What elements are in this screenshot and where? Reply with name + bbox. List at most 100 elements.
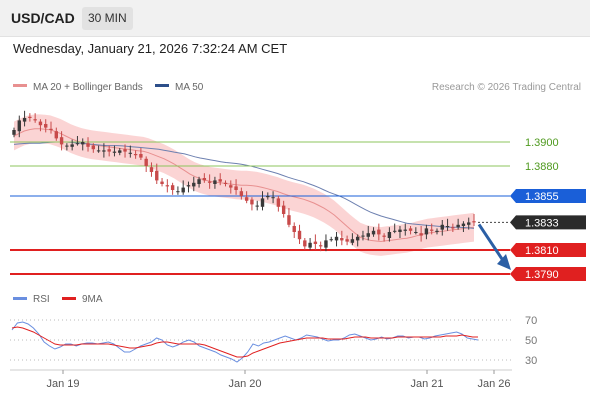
candle-body bbox=[239, 191, 244, 196]
copyright-label: Research © 2026 Trading Central bbox=[432, 82, 581, 93]
candle-body bbox=[229, 185, 233, 188]
candle-body bbox=[65, 145, 69, 147]
candle-body bbox=[149, 167, 154, 172]
candle-body bbox=[197, 179, 201, 184]
candle-body bbox=[472, 221, 476, 223]
candle-body bbox=[308, 242, 312, 248]
candle-body bbox=[155, 170, 159, 181]
candle-body bbox=[313, 241, 318, 244]
candle-body bbox=[86, 143, 90, 147]
candle-body bbox=[54, 131, 58, 139]
ma50-legend-swatch bbox=[155, 84, 169, 87]
rsi-legend: RSI 9MA bbox=[13, 294, 103, 305]
time-tick-label: Jan 21 bbox=[410, 378, 443, 390]
candle-body bbox=[75, 143, 80, 145]
ma9-legend-label: 9MA bbox=[82, 294, 103, 305]
rsi-legend-swatch bbox=[13, 297, 27, 300]
candle-body bbox=[355, 236, 360, 241]
level-label-1.3900: 1.3900 bbox=[525, 137, 559, 149]
candle-body bbox=[70, 144, 74, 147]
candle-body bbox=[81, 142, 85, 145]
candle-body bbox=[334, 236, 339, 241]
candle-body bbox=[255, 205, 259, 207]
candle-body bbox=[102, 150, 106, 152]
candle-body bbox=[303, 240, 307, 247]
candle-body bbox=[361, 235, 365, 237]
ma50-legend-label: MA 50 bbox=[175, 82, 204, 93]
candle-body bbox=[38, 121, 43, 126]
candle-body bbox=[467, 222, 471, 225]
candle-body bbox=[139, 154, 143, 158]
rsi-line bbox=[11, 321, 479, 363]
level-label-1.3880: 1.3880 bbox=[525, 161, 559, 173]
time-tick-label: Jan 20 bbox=[228, 378, 261, 390]
candle-body bbox=[287, 215, 291, 225]
candle-body bbox=[91, 145, 96, 150]
level-tag-1.3855 bbox=[510, 189, 586, 203]
candle-body bbox=[440, 224, 444, 230]
ma50-line bbox=[13, 141, 475, 229]
rsi-tick-label: 30 bbox=[525, 355, 537, 367]
moving-averages bbox=[13, 128, 475, 243]
currency-pair: USD/CAD bbox=[11, 10, 75, 26]
candle-body bbox=[123, 149, 127, 152]
candle-body bbox=[223, 182, 228, 184]
candle-body bbox=[112, 151, 117, 153]
level-label-1.3855: 1.3855 bbox=[525, 191, 559, 203]
candlesticks bbox=[12, 110, 476, 252]
candle-body bbox=[213, 180, 217, 184]
candle-body bbox=[403, 229, 407, 231]
candle-body bbox=[451, 227, 455, 229]
candle-body bbox=[318, 245, 323, 247]
candle-body bbox=[377, 229, 381, 235]
candle-body bbox=[350, 239, 355, 243]
candle-body bbox=[445, 226, 450, 227]
candle-body bbox=[345, 239, 349, 242]
rsi-tick-label: 70 bbox=[525, 315, 537, 327]
candle-body bbox=[12, 130, 16, 135]
candle-body bbox=[33, 119, 37, 121]
candle-body bbox=[234, 186, 238, 190]
candle-body bbox=[144, 158, 148, 166]
timeframe-button[interactable]: 30 MIN bbox=[82, 7, 133, 30]
chart-datetime: Wednesday, January 21, 2026 7:32:24 AM C… bbox=[13, 41, 288, 56]
level-label-1.3833: 1.3833 bbox=[525, 217, 559, 229]
candle-body bbox=[276, 198, 281, 207]
candle-body bbox=[324, 240, 328, 248]
candle-body bbox=[260, 198, 265, 207]
candle-body bbox=[414, 232, 418, 233]
level-label-1.3790: 1.3790 bbox=[525, 269, 559, 281]
candle-body bbox=[392, 230, 397, 232]
candle-body bbox=[165, 185, 170, 187]
candle-body bbox=[218, 179, 222, 182]
rsi-tick-label: 50 bbox=[525, 335, 537, 347]
candle-body bbox=[382, 235, 386, 237]
candle-body bbox=[44, 124, 48, 128]
candle-body bbox=[22, 118, 27, 122]
candle-body bbox=[424, 228, 429, 235]
candle-body bbox=[133, 154, 138, 156]
candle-body bbox=[160, 181, 164, 184]
candle-body bbox=[59, 137, 64, 145]
candle-body bbox=[244, 197, 249, 201]
rsi-ma9-line bbox=[11, 326, 478, 358]
candle-body bbox=[266, 196, 270, 198]
candle-body bbox=[456, 224, 460, 228]
ma20-legend-label: MA 20 + Bollinger Bands bbox=[33, 82, 143, 93]
rsi-panel: 70 50 30 bbox=[10, 315, 537, 367]
candle-body bbox=[398, 229, 402, 232]
candle-body bbox=[297, 230, 302, 240]
candle-body bbox=[292, 226, 296, 232]
candle-body bbox=[435, 230, 439, 232]
candle-body bbox=[371, 230, 376, 235]
ma20-legend-swatch bbox=[13, 84, 27, 87]
candle-body bbox=[366, 233, 370, 237]
level-tag-1.3833 bbox=[510, 215, 586, 230]
projection-arrow bbox=[477, 223, 511, 270]
level-label-1.3810: 1.3810 bbox=[525, 245, 559, 257]
candle-body bbox=[118, 150, 122, 153]
key-levels: 1.3900 1.3880 1.3855 1.3833 1.3810 1.3790 bbox=[10, 137, 586, 281]
level-tag-1.3790 bbox=[510, 267, 586, 281]
candle-body bbox=[192, 182, 196, 187]
